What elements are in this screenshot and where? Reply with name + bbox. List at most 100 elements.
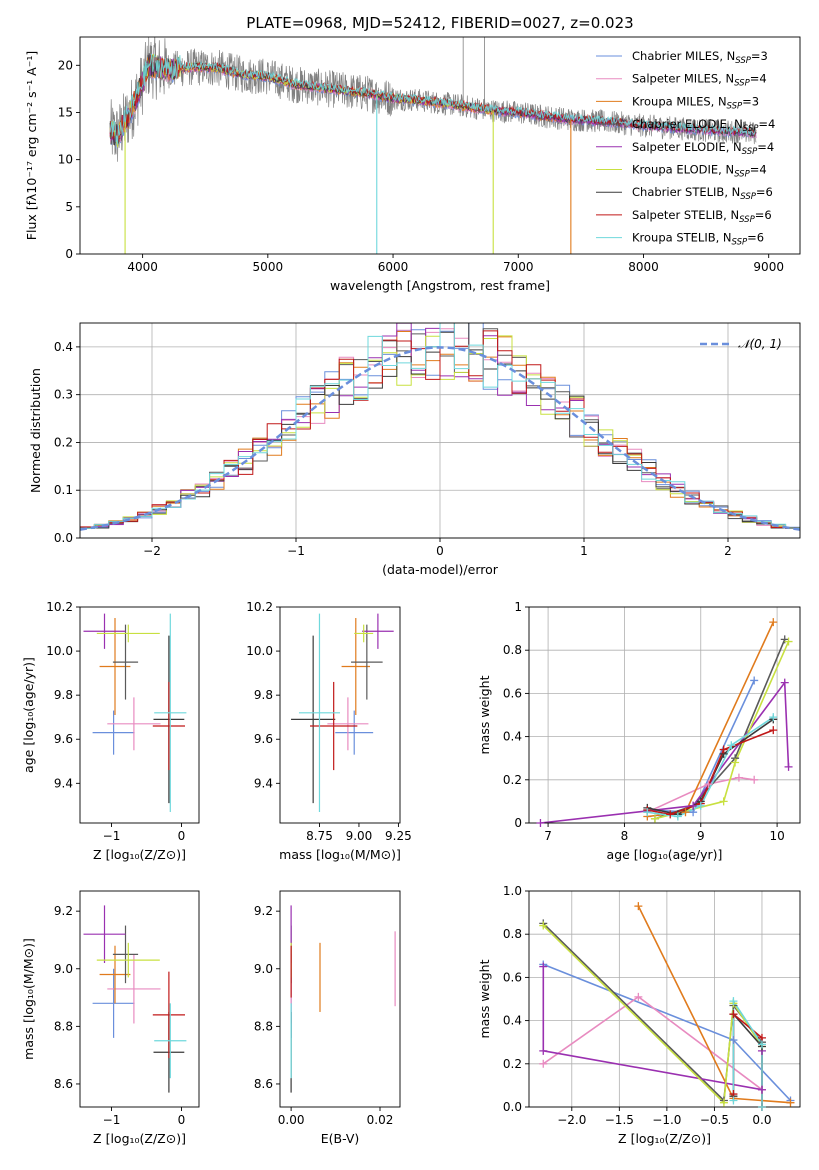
age-vs-z-xtick-label: 0: [178, 829, 186, 843]
mass-vs-z-panel: −1 0 8.6 8.8 9.0 9.2 Z [log₁₀(Z/Z⊙)] mass [log₁…: [21, 890, 200, 1146]
massweight-vs-age-point-marker: [769, 618, 778, 627]
massweight-vs-z-point-marker: [729, 1036, 738, 1045]
massweight-vs-z-point-marker: [719, 1098, 728, 1107]
mass-vs-ebv-panel: 0.00 0.02 8.6 8.8 9.0 9.2 E(B-V): [254, 890, 401, 1146]
massweight-vs-age-point-marker: [719, 745, 728, 754]
spectrum-legend-label: Salpeter ELODIE, NSSP=4: [632, 140, 774, 157]
massweight-vs-age-point-marker: [734, 773, 743, 782]
spectrum-legend-label: Chabrier MILES, NSSP=3: [632, 49, 768, 66]
spectrum-xtick-label: 9000: [753, 260, 784, 274]
massweight-vs-age-point-marker: [689, 801, 698, 810]
mass-vs-ebv-ytick-label: 9.2: [254, 904, 273, 918]
legend-text: Salpeter MILES, N: [632, 72, 734, 86]
massweight-vs-age-series-line: [540, 680, 790, 823]
spectrum-xtick-label: 5000: [253, 260, 284, 274]
massweight-vs-age-point-marker: [666, 810, 675, 819]
legend-value: =4: [750, 163, 767, 177]
legend-text: Chabrier MILES, N: [632, 49, 735, 63]
age-vs-mass-xtick-label: 9.25: [385, 829, 412, 843]
age-vs-mass-xtick-label: 9.00: [346, 829, 373, 843]
spectrum-ytick-label: 20: [58, 58, 73, 72]
massweight-vs-z-xtick-label: −1.0: [652, 1113, 681, 1127]
massweight-vs-age-point-marker: [719, 797, 728, 806]
figure-title: PLATE=0968, MJD=52412, FIBERID=0027, z=0…: [246, 14, 633, 32]
massweight-vs-age-ytick-label: 0.2: [503, 773, 522, 787]
massweight-vs-z-series-line: [542, 966, 763, 1091]
massweight-vs-z-ytick-label: 0.0: [503, 1100, 522, 1114]
mass-vs-z-frame: [79, 890, 200, 1108]
massweight-vs-z-point-marker: [539, 962, 548, 971]
spectrum-legend-label: Kroupa ELODIE, NSSP=4: [632, 163, 767, 180]
massweight-vs-age-ytick-label: 0.4: [503, 730, 522, 744]
legend-value: =4: [757, 140, 774, 154]
legend-text: Chabrier STELIB, N: [632, 185, 740, 199]
massweight-vs-age-point-marker: [784, 762, 793, 771]
residual-hist-step: [80, 323, 800, 529]
massweight-vs-z-point-marker: [757, 1085, 766, 1094]
massweight-vs-z-panel: −2.0 −1.5 −1.0 −0.5 0.0 0.0 0.2 0.4 0.6 0.8 1.0 Z […: [477, 884, 801, 1146]
massweight-vs-z-point-marker: [786, 1098, 795, 1107]
spectrum-ytick-label: 5: [65, 200, 73, 214]
residual-hist-xtick-label: 1: [580, 544, 588, 558]
mass-vs-z-ytick-label: 8.6: [54, 1077, 73, 1091]
massweight-vs-age-ytick-label: 1: [514, 600, 522, 614]
mass-vs-z-xtick-label: −1: [103, 1113, 121, 1127]
legend-text: Chabrier ELODIE, N: [632, 117, 743, 131]
age-vs-mass-xtick-label: 8.75: [306, 829, 333, 843]
spectrum-xlabel: wavelength [Angstrom, rest frame]: [330, 278, 550, 293]
legend-text: Salpeter ELODIE, N: [632, 140, 742, 154]
age-vs-z-panel: −1 0 9.4 9.6 9.8 10.0 10.2 Z [log₁₀(Z/Z⊙)] age […: [21, 600, 200, 862]
massweight-vs-z-point-marker: [539, 1046, 548, 1055]
massweight-vs-age-point-marker: [673, 812, 682, 821]
spectrum-legend-label: Chabrier ELODIE, NSSP=4: [632, 117, 775, 134]
mass-vs-ebv-frame: [279, 890, 401, 1108]
massweight-vs-age-xtick-label: 9: [697, 829, 705, 843]
age-vs-z-frame: [79, 606, 200, 824]
mass-vs-z-plot-area: [83, 905, 187, 1093]
legend-subscript: SSP: [732, 238, 748, 248]
spectrum-legend-label: Kroupa STELIB, NSSP=6: [632, 231, 764, 248]
legend-text: Kroupa ELODIE, N: [632, 163, 734, 177]
age-vs-mass-axes: 8.75 9.00 9.25 9.4 9.6 9.8 10.0 10.2 mass [log₁₀…: [246, 600, 411, 862]
mass-vs-ebv-xtick-label: 0.00: [278, 1113, 305, 1127]
mass-vs-z-ytick-label: 9.2: [54, 904, 73, 918]
residual-hist-ytick-label: 0.4: [54, 340, 73, 354]
mass-vs-z-ytick-label: 8.8: [54, 1019, 73, 1033]
residual-gaussian-curve: [80, 346, 800, 531]
age-vs-mass-ytick-label: 10.2: [246, 600, 273, 614]
residual-hist-xtick-label: 2: [724, 544, 732, 558]
legend-subscript: SSP: [727, 101, 743, 111]
spectrum-xtick-label: 6000: [378, 260, 409, 274]
massweight-vs-age-point-marker: [731, 758, 740, 767]
residual-hist-axes: −2 −1 0 1 2 0.0 0.1 0.2 0.3 0.4 (data-model)/error…: [28, 322, 801, 577]
residual-hist-xtick-label: −2: [143, 544, 161, 558]
massweight-vs-age-point-marker: [769, 713, 778, 722]
massweight-vs-age-ylabel: mass weight: [477, 675, 492, 754]
legend-subscript: SSP: [740, 192, 756, 202]
massweight-vs-age-ytick-label: 0: [514, 816, 522, 830]
age-vs-mass-plot-area: [291, 613, 394, 812]
age-vs-z-ytick-label: 10.0: [46, 644, 73, 658]
legend-value: =6: [755, 208, 772, 222]
mass-vs-ebv-xtick-label: 0.02: [367, 1113, 394, 1127]
massweight-vs-z-xtick-label: 0.0: [752, 1113, 771, 1127]
massweight-vs-z-point-marker: [729, 1096, 738, 1105]
massweight-vs-age-xlabel: age [log₁₀(age/yr)]: [607, 847, 723, 862]
spectrum-axes: 4000 5000 6000 7000 8000 9000 0 5 10 15 20 waveleng…: [24, 36, 801, 293]
massweight-vs-z-point-marker: [729, 997, 738, 1006]
massweight-vs-z-point-marker: [539, 1059, 548, 1068]
massweight-vs-age-axes: 7 8 9 10 0 0.2 0.4 0.6 0.8 1 age [log₁₀(age/yr)] ma…: [477, 600, 801, 862]
massweight-vs-z-ylabel: mass weight: [477, 959, 492, 1038]
residual-hist-panel: −2 −1 0 1 2 0.0 0.1 0.2 0.3 0.4 (data-model)/error…: [28, 322, 801, 577]
mass-vs-z-xtick-label: 0: [178, 1113, 186, 1127]
age-vs-mass-ytick-label: 10.0: [246, 644, 273, 658]
massweight-vs-age-point-marker: [780, 678, 789, 687]
massweight-vs-age-point-marker: [750, 775, 759, 784]
legend-value: =4: [750, 72, 767, 86]
spectrum-ytick-label: 10: [58, 153, 73, 167]
massweight-vs-age-xtick-label: 8: [621, 829, 629, 843]
spectrum-legend-label: Salpeter MILES, NSSP=4: [632, 72, 767, 89]
massweight-vs-z-xtick-label: −0.5: [700, 1113, 729, 1127]
massweight-vs-z-series-line: [732, 1011, 763, 1107]
